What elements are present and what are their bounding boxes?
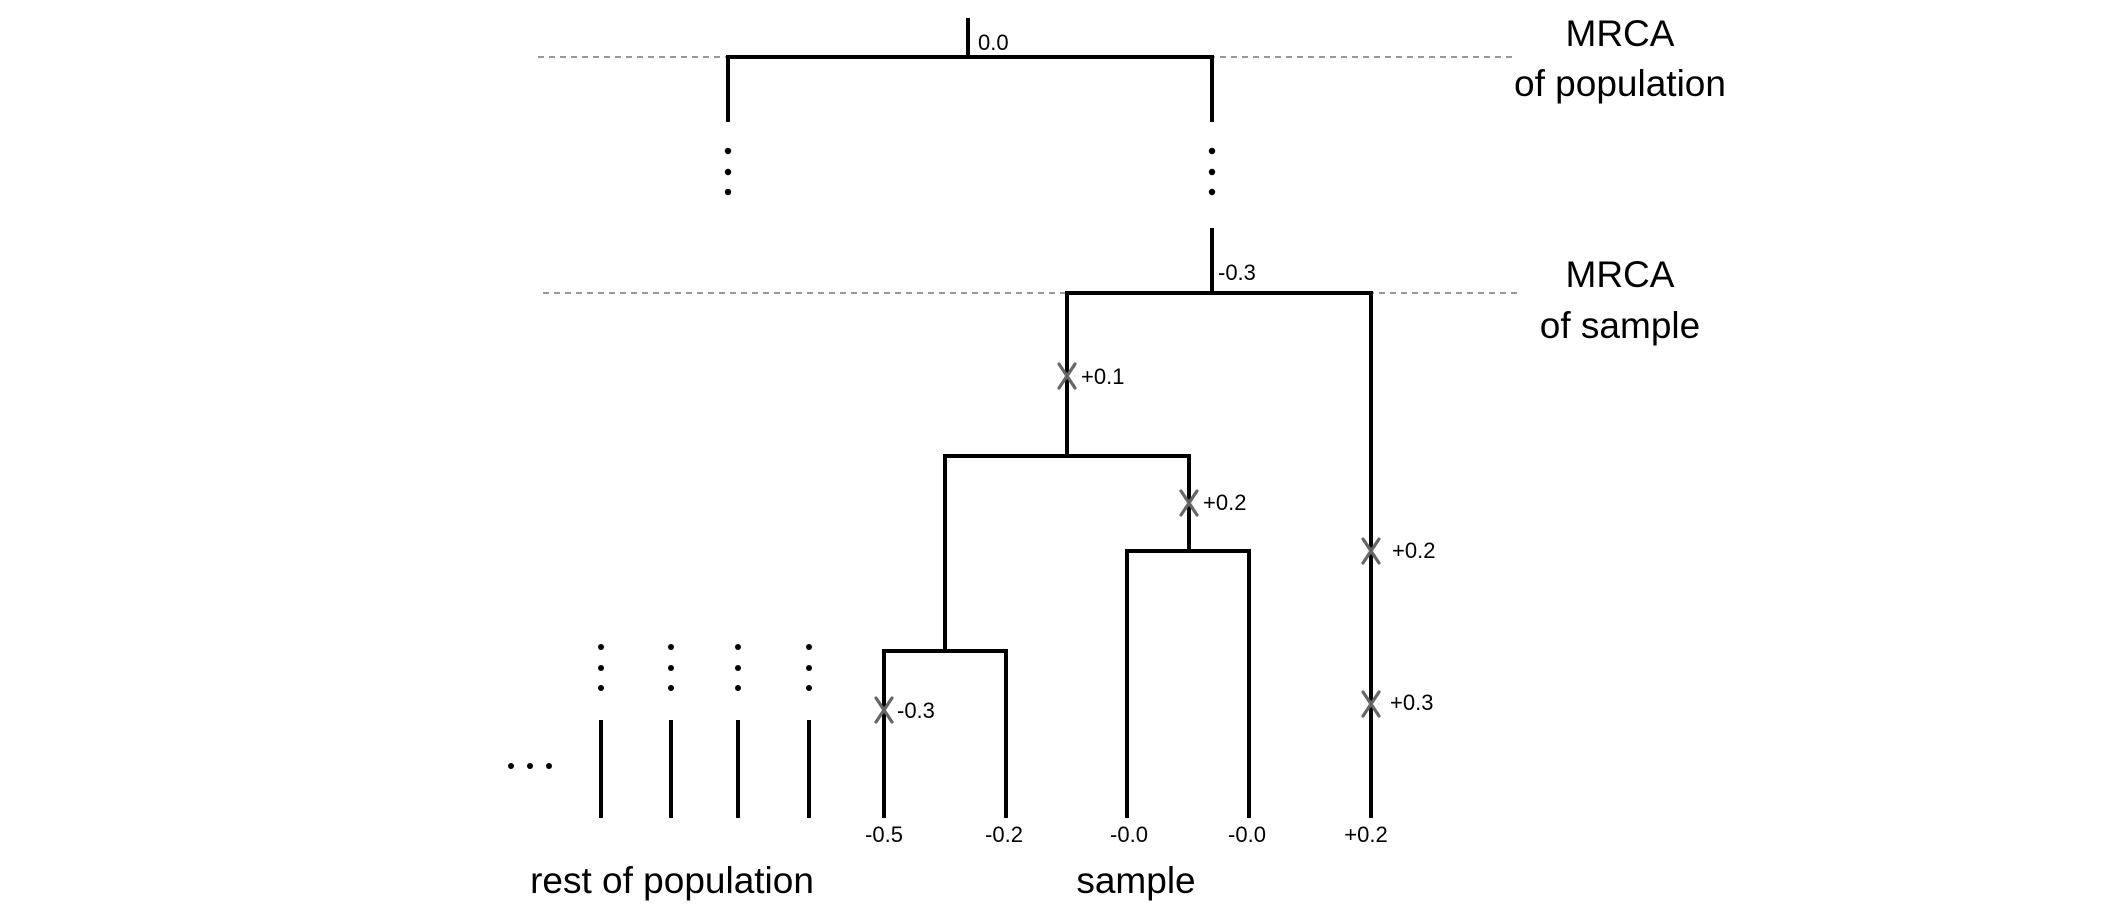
population-mrca-label-line1: MRCA: [1566, 13, 1675, 54]
mutation-value-5: -0.3: [897, 698, 935, 723]
mutation-marker-4: [1361, 690, 1381, 718]
mutation-value-2: +0.2: [1203, 490, 1246, 515]
rest-of-population-label: rest of population: [530, 860, 814, 901]
leaf-value: +0.2: [1344, 822, 1387, 847]
mutation-marker-1: [1057, 362, 1077, 390]
sample-group-label: sample: [1076, 860, 1195, 901]
leaf-value: -0.5: [865, 822, 903, 847]
leaf-value: -0.0: [1110, 822, 1148, 847]
rest-lineage-ellipses: [598, 644, 812, 691]
leaf-value: -0.2: [985, 822, 1023, 847]
mutation-marker-5: [874, 696, 894, 724]
population-mrca-value: 0.0: [978, 30, 1009, 55]
sample-mrca-label-line1: MRCA: [1566, 254, 1675, 295]
mutation-marker-3: [1361, 537, 1381, 565]
mutation-value-1: +0.1: [1081, 364, 1124, 389]
population-left-ellipsis: [724, 147, 732, 196]
mutation-value-4: +0.3: [1390, 690, 1433, 715]
population-mrca-label-line2: of population: [1514, 63, 1726, 104]
sample-mrca-value: -0.3: [1218, 260, 1256, 285]
more-lineages-ellipsis: [508, 763, 552, 769]
mutation-value-3: +0.2: [1392, 538, 1435, 563]
mutation-marker-2: [1179, 489, 1199, 517]
population-right-ellipsis: [1208, 147, 1216, 196]
sample-mrca-label-line2: of sample: [1540, 305, 1700, 346]
leaf-value: -0.0: [1228, 822, 1266, 847]
